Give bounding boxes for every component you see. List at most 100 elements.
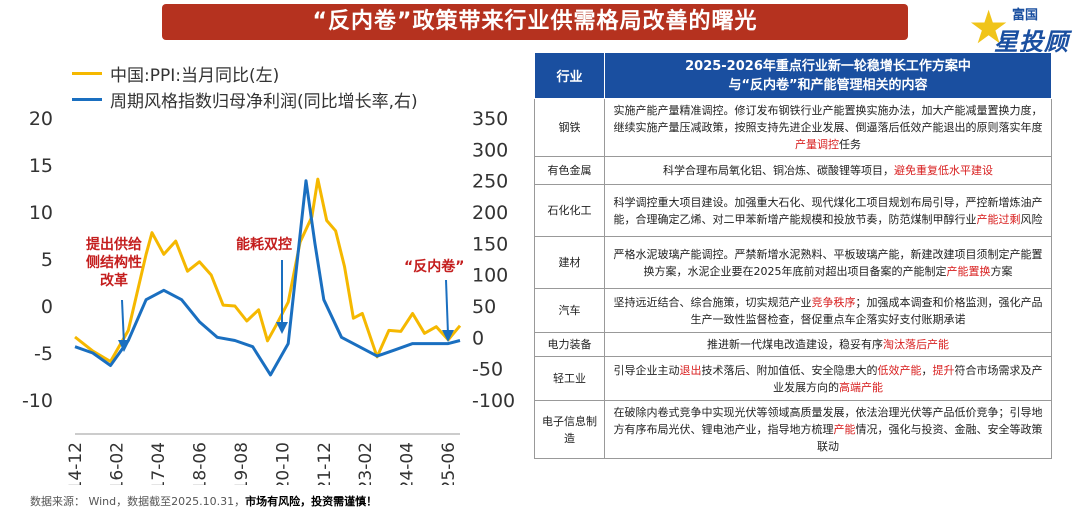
highlight-text: 竞争秩序	[811, 295, 856, 309]
right-tick-label: 100	[472, 265, 508, 287]
content-cell: 引导企业主动退出技术落后、附加值低、安全隐患大的低效产能，提升符合市场需求及产业…	[604, 356, 1052, 401]
content-text: 任务	[839, 138, 861, 151]
highlight-text: 低效产能	[877, 363, 922, 377]
content-text: 坚持远近结合、综合施策，切实规范产业	[613, 295, 812, 309]
header-line: 与“反内卷”和产能管理相关的内容	[728, 77, 928, 93]
annotation-arrowhead-3	[442, 330, 454, 342]
left-tick-label: 15	[29, 155, 53, 177]
x-tick-label: 24-04	[398, 442, 418, 485]
highlight-text: 产能过剩	[976, 212, 1021, 226]
content-cell: 严格水泥玻璃产能调控。严禁新增水泥熟料、平板玻璃产能，新建改建项目须制定产能置换…	[604, 236, 1052, 289]
highlight-text: 产能置换	[946, 264, 991, 278]
logo-line2: 星投顾	[994, 28, 1069, 56]
content-cell: 实施产能产量精准调控。修订发布钢铁行业产能置换实施办法，加大产能减量置换力度，继…	[604, 98, 1052, 157]
annotation-arrow-1	[121, 299, 125, 345]
content-text: 方案	[990, 264, 1013, 278]
star-icon: ★	[968, 0, 1010, 54]
policy-table: 行业 2025-2026年重点行业新一轮稳增长工作方案中 与“反内卷”和产能管理相…	[534, 52, 1052, 459]
table-header-content: 2025-2026年重点行业新一轮稳增长工作方案中 与“反内卷”和产能管理相关的内…	[604, 52, 1052, 99]
right-tick-label: 150	[472, 233, 508, 255]
brand-logo: ★ 富国 星投顾	[968, 0, 1076, 56]
left-tick-label: 0	[41, 296, 53, 318]
left-tick-label: -5	[34, 343, 53, 365]
content-text: 风险	[1020, 212, 1043, 226]
right-tick-label: 300	[472, 139, 508, 161]
page-title: “反内卷”政策带来行业供需格局改善的曙光	[162, 4, 908, 40]
ppi-profit-chart: 20151050-5-10350300250200150100500-50-10…	[22, 108, 515, 485]
table-header-row: 行业 2025-2026年重点行业新一轮稳增长工作方案中 与“反内卷”和产能管理相…	[534, 52, 1052, 99]
content-cell: 推进新一代煤电改造建设，稳妥有序淘汰落后产能	[604, 332, 1052, 357]
left-tick-label: 10	[29, 202, 53, 224]
table-row: 石化化工 科学调控重大项目建设。加强重大石化、现代煤化工项目规划布局引导，严控新增…	[534, 184, 1052, 237]
content-text: 推进新一代煤电改造建设，稳妥有序	[707, 338, 883, 351]
table-row: 轻工业 引导企业主动退出技术落后、附加值低、安全隐患大的低效产能，提升符合市场需求…	[534, 356, 1052, 401]
logo-line1: 富国	[1012, 8, 1039, 23]
legend-label-ppi: 中国:PPI:当月同比(左)	[110, 65, 280, 86]
content-text: 实施产能产量精准调控。修订发布钢铁行业产能置换实施办法，加大产能减量置换力度，继…	[613, 104, 1043, 134]
content-text: 符合市场需求及产业发展方向的	[773, 363, 1043, 394]
legend-label-profit: 周期风格指数归母净利润(同比增长率,右)	[110, 91, 418, 112]
content-text: 情况，强化与投资、金融、安全等政策联动	[817, 423, 1043, 453]
right-tick-label: 250	[472, 171, 508, 193]
x-tick-label: 19-08	[232, 442, 252, 485]
x-tick-label: 17-04	[149, 442, 169, 485]
x-tick-label: 18-06	[190, 442, 210, 485]
table-header-industry: 行业	[534, 52, 605, 99]
industry-cell: 汽车	[534, 288, 605, 333]
legend-item-profit: 周期风格指数归母净利润(同比增长率,右)	[72, 86, 418, 112]
chart-legend: 中国:PPI:当月同比(左) 周期风格指数归母净利润(同比增长率,右)	[72, 60, 418, 112]
industry-cell: 有色金属	[534, 156, 605, 185]
content-text: 科学调控重大项目建设。加强重大石化、现代煤化工项目规划布局引导，严控新增炼油产能…	[613, 195, 1043, 226]
highlight-text: 产能	[833, 423, 856, 436]
legend-item-ppi: 中国:PPI:当月同比(左)	[72, 60, 418, 86]
right-tick-label: 200	[472, 202, 508, 224]
highlight-text: 避免重复低水平建设	[894, 164, 993, 177]
header-line: 2025-2026年重点行业新一轮稳增长工作方案中	[685, 58, 971, 74]
content-text: 技术落后、附加值低、安全隐患大的	[701, 363, 878, 377]
annotation-supply-side-reform: 提出供给 侧结构性 改革	[86, 237, 142, 289]
annotation-energy-dual-control: 能耗双控	[236, 237, 292, 253]
highlight-text: 退出	[679, 363, 702, 377]
annotation-arrowhead-2	[276, 322, 288, 334]
industry-cell: 电子信息制造	[534, 400, 605, 459]
x-tick-label: 23-02	[356, 442, 376, 485]
annotation-arrow-3	[445, 279, 449, 335]
x-tick-label: 14-12	[66, 442, 86, 485]
profit-series-line	[74, 179, 461, 377]
industry-cell: 钢铁	[534, 98, 605, 157]
risk-warning: 市场有风险，投资需谨慎！	[245, 495, 378, 508]
content-text: ，	[921, 363, 933, 377]
annotation-anti-involution: “反内卷”	[404, 259, 465, 275]
right-tick-label: 0	[472, 327, 484, 349]
content-text: 引导企业主动	[613, 363, 680, 377]
right-tick-label: 50	[472, 296, 496, 318]
right-tick-label: 350	[472, 108, 508, 130]
content-cell: 坚持远近结合、综合施策，切实规范产业竞争秩序；加强成本调查和价格监测，强化产品生…	[604, 288, 1052, 333]
right-tick-label: -50	[472, 359, 503, 381]
x-tick-label: 20-10	[273, 442, 293, 485]
highlight-text: 淘汰落后产能	[883, 338, 949, 351]
table-row: 电子信息制造 在破除内卷式竞争中实现光伏等领域高质量发展，依法治理光伏等产品低价竞…	[534, 400, 1052, 459]
content-text: 严格水泥玻璃产能调控。严禁新增水泥熟料、平板玻璃产能，新建改建项目须制定产能置换…	[613, 247, 1043, 278]
x-tick-label: 16-02	[107, 442, 127, 485]
right-tick-label: -100	[472, 390, 515, 412]
table-row: 钢铁 实施产能产量精准调控。修订发布钢铁行业产能置换实施办法，加大产能减量置换力度…	[534, 98, 1052, 157]
content-text: ；加强成本调查和价格监测，强化产品生产一致性监督检查，督促重点车企落实好支付账期…	[690, 295, 1043, 326]
source-prefix: 数据来源： Wind，数据截至2025.10.31，	[30, 495, 246, 508]
highlight-text: 提升	[932, 363, 955, 377]
left-tick-label: 5	[41, 249, 53, 271]
content-cell: 在破除内卷式竞争中实现光伏等领域高质量发展，依法治理光伏等产品低价竞争；引导地方…	[604, 400, 1052, 459]
industry-cell: 轻工业	[534, 356, 605, 401]
content-cell: 科学合理布局氧化铝、铜冶炼、碳酸锂等项目，避免重复低水平建设	[604, 156, 1052, 185]
left-tick-label: -10	[22, 390, 53, 412]
table-row: 有色金属 科学合理布局氧化铝、铜冶炼、碳酸锂等项目，避免重复低水平建设	[534, 156, 1052, 185]
annotation-arrowhead-1	[118, 340, 130, 352]
table-row: 汽车 坚持远近结合、综合施策，切实规范产业竞争秩序；加强成本调查和价格监测，强化产…	[534, 288, 1052, 333]
x-tick-label: 21-12	[315, 442, 335, 485]
legend-swatch-profit	[72, 97, 102, 101]
table-row: 建材 严格水泥玻璃产能调控。严禁新增水泥熟料、平板玻璃产能，新建改建项目须制定产能…	[534, 236, 1052, 289]
x-tick-label: 25-06	[439, 442, 459, 485]
content-text: 在破除内卷式竞争中实现光伏等领域高质量发展，依法治理光伏等产品低价竞争；引导地方…	[613, 406, 1043, 436]
content-cell: 科学调控重大项目建设。加强重大石化、现代煤化工项目规划布局引导，严控新增炼油产能…	[604, 184, 1052, 237]
highlight-text: 高端产能	[839, 380, 883, 394]
